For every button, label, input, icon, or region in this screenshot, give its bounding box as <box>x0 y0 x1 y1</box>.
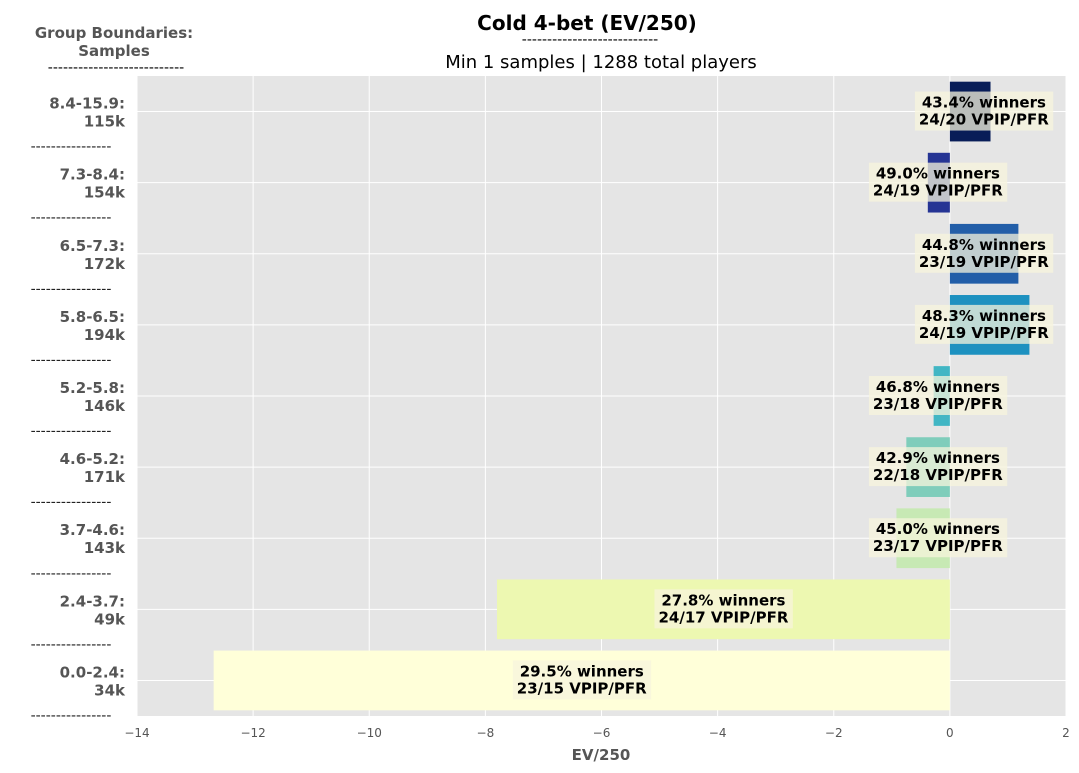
group-range-label: 0.0-2.4: <box>60 663 125 681</box>
bar-label-box <box>868 162 1008 202</box>
group-samples-label: 49k <box>94 610 126 628</box>
bar-label-winners: 49.0% winners <box>876 165 1000 183</box>
group-separator: ---------------- <box>31 566 112 582</box>
group-separator: ---------------- <box>31 708 112 724</box>
group-header-underline: --------------------------- <box>48 60 184 76</box>
bar-label-vpip-pfr: 23/18 VPIP/PFR <box>873 395 1003 413</box>
bar-label-box <box>914 91 1054 131</box>
group-samples-label: 171k <box>84 468 126 486</box>
group-range-label: 5.2-5.8: <box>60 379 125 397</box>
x-tick-label: −6 <box>593 726 611 740</box>
bar-label-box <box>512 660 652 700</box>
group-samples-label: 194k <box>84 326 126 344</box>
bar-label-vpip-pfr: 24/20 VPIP/PFR <box>919 111 1049 129</box>
x-tick-label: −10 <box>357 726 382 740</box>
y-axis-labels: 8.4-15.9:115k 7.3-8.4:154k 6.5-7.3:172k 5.8… <box>31 95 126 724</box>
bar-label-vpip-pfr: 24/17 VPIP/PFR <box>658 608 788 626</box>
group-separator: ---------------- <box>31 637 112 653</box>
x-tick-label: −14 <box>124 726 149 740</box>
group-separator: ---------------- <box>31 495 112 511</box>
title-underline: --------------------------- <box>522 32 658 48</box>
bar-label-box <box>868 518 1008 558</box>
bar-label-vpip-pfr: 23/15 VPIP/PFR <box>517 679 647 697</box>
group-samples-label: 146k <box>84 397 126 415</box>
group-header-line2: Samples <box>78 42 150 60</box>
x-tick-label: 0 <box>946 726 954 740</box>
chart-subtitle: Min 1 samples | 1288 total players <box>445 52 757 73</box>
bar-label-winners: 27.8% winners <box>661 591 785 609</box>
bar-label-winners: 42.9% winners <box>876 449 1000 467</box>
bar-label-winners: 46.8% winners <box>876 378 1000 396</box>
group-samples-label: 115k <box>84 113 126 131</box>
group-range-label: 2.4-3.7: <box>60 592 125 610</box>
bar-label-vpip-pfr: 23/17 VPIP/PFR <box>873 537 1003 555</box>
bar-label-box <box>654 589 793 629</box>
bar-label-winners: 44.8% winners <box>922 236 1046 254</box>
group-separator: ---------------- <box>31 352 112 368</box>
bar-label-vpip-pfr: 22/18 VPIP/PFR <box>873 466 1003 484</box>
bar-label-vpip-pfr: 24/19 VPIP/PFR <box>919 324 1049 342</box>
group-range-label: 4.6-5.2: <box>60 450 125 468</box>
x-tick-label: −8 <box>477 726 495 740</box>
x-axis-label: EV/250 <box>572 746 631 764</box>
bar-label-box <box>868 376 1008 415</box>
x-tick-label: 2 <box>1062 726 1070 740</box>
bar-label-vpip-pfr: 23/19 VPIP/PFR <box>919 253 1049 271</box>
group-range-label: 3.7-4.6: <box>60 521 125 539</box>
group-samples-label: 143k <box>84 539 126 557</box>
bar-label-vpip-pfr: 24/19 VPIP/PFR <box>873 182 1003 200</box>
group-separator: ---------------- <box>31 424 112 440</box>
x-tick-label: −12 <box>240 726 265 740</box>
x-tick-label: −2 <box>825 726 843 740</box>
bar-label-winners: 29.5% winners <box>520 662 644 680</box>
group-header-line1: Group Boundaries: <box>35 24 193 42</box>
x-tick-label: −4 <box>709 726 727 740</box>
group-range-label: 6.5-7.3: <box>60 237 125 255</box>
group-samples-label: 34k <box>94 681 126 699</box>
group-range-label: 7.3-8.4: <box>60 166 125 184</box>
group-separator: ---------------- <box>31 210 112 226</box>
bar-label-box <box>914 304 1054 344</box>
x-axis-ticks: −14 −12 −10 −8 −6 −4 −2 0 2 <box>124 726 1069 740</box>
bar-label-winners: 45.0% winners <box>876 520 1000 538</box>
bar-label-winners: 48.3% winners <box>922 307 1046 325</box>
group-samples-label: 154k <box>84 184 126 202</box>
group-separator: ---------------- <box>31 139 112 155</box>
bar-label-box <box>914 233 1054 273</box>
group-separator: ---------------- <box>31 281 112 297</box>
bar-label-winners: 43.4% winners <box>922 94 1046 112</box>
chart-title: Cold 4-bet (EV/250) <box>477 11 697 35</box>
group-range-label: 8.4-15.9: <box>49 95 125 113</box>
group-range-label: 5.8-6.5: <box>60 308 125 326</box>
group-samples-label: 172k <box>84 255 126 273</box>
bar-label-box <box>868 447 1008 487</box>
